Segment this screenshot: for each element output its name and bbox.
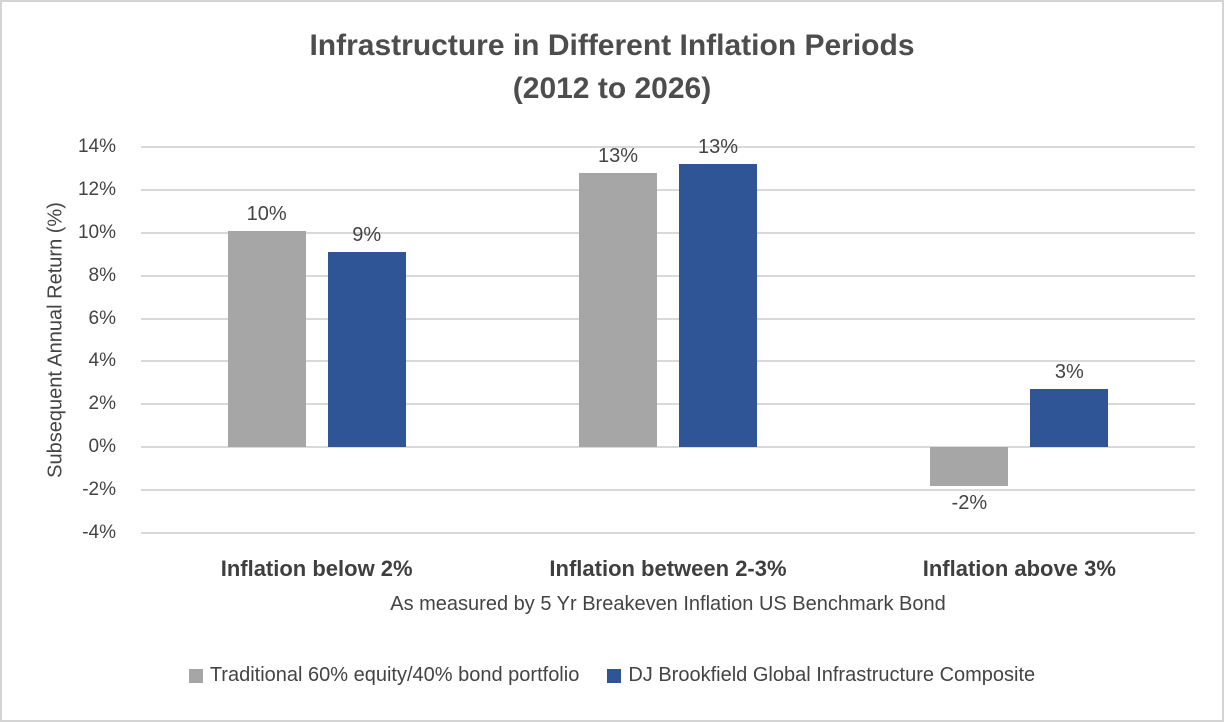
chart-title-line2: (2012 to 2026) bbox=[512, 72, 712, 105]
y-tick-label: 8% bbox=[88, 264, 116, 286]
legend-item-dj-brookfield: DJ Brookfield Global Infrastructure Comp… bbox=[607, 664, 1035, 687]
gridline bbox=[141, 188, 1195, 191]
legend-swatch-blue bbox=[607, 668, 622, 683]
bar-data-label: 13% bbox=[597, 144, 639, 167]
y-tick-label: 6% bbox=[88, 307, 116, 329]
y-tick-label: 0% bbox=[88, 436, 116, 458]
gridline bbox=[141, 446, 1195, 449]
y-tick-label: -4% bbox=[82, 522, 116, 543]
plot-area: 10% 13% -2% 9% 13% 3% bbox=[141, 136, 1195, 534]
bar-series0-category1 bbox=[579, 172, 657, 448]
y-tick-label: 2% bbox=[88, 393, 116, 415]
bar-data-label: -2% bbox=[951, 491, 988, 514]
gridline bbox=[141, 360, 1195, 363]
legend-swatch-gray bbox=[188, 668, 203, 683]
bar-series1-category1 bbox=[679, 164, 757, 448]
category-label-inflation-below-2: Inflation below 2% bbox=[220, 556, 413, 581]
gridline bbox=[141, 489, 1195, 492]
gridline bbox=[141, 317, 1195, 320]
bar-data-label: 13% bbox=[697, 136, 739, 159]
legend-label: DJ Brookfield Global Infrastructure Comp… bbox=[628, 664, 1036, 686]
legend: Traditional 60% equity/40% bond portfoli… bbox=[2, 664, 1222, 687]
x-axis-category-labels: Inflation below 2% Inflation between 2-3… bbox=[141, 556, 1195, 582]
bar-data-label: 3% bbox=[1054, 361, 1084, 384]
y-tick-label: -2% bbox=[82, 479, 116, 501]
y-tick-label: 14% bbox=[77, 136, 116, 157]
gridline bbox=[141, 403, 1195, 406]
y-tick-label: 12% bbox=[77, 178, 116, 200]
bar-series1-category0 bbox=[327, 252, 406, 448]
y-tick-label: 10% bbox=[77, 221, 116, 243]
gridline bbox=[141, 146, 1195, 148]
bar-data-label: 9% bbox=[352, 224, 382, 247]
chart-title-line1: Infrastructure in Different Inflation Pe… bbox=[309, 29, 915, 62]
bar-series0-category2 bbox=[930, 447, 1009, 486]
category-label-inflation-above-3: Inflation above 3% bbox=[922, 556, 1116, 581]
y-axis-tick-labels: 14% 12% 10% 8% 6% 4% 2% 0% -2% -4% bbox=[2, 136, 116, 543]
y-tick-label: 4% bbox=[88, 350, 116, 372]
gridline bbox=[141, 532, 1195, 534]
bar-series0-category0 bbox=[227, 230, 306, 448]
category-label-inflation-between-2-3: Inflation between 2-3% bbox=[549, 556, 787, 581]
gridline bbox=[141, 231, 1195, 234]
bar-series1-category2 bbox=[1030, 389, 1109, 448]
x-axis-subtitle: As measured by 5 Yr Breakeven Inflation … bbox=[390, 593, 946, 615]
chart-title: Infrastructure in Different Inflation Pe… bbox=[2, 24, 1222, 110]
legend-label: Traditional 60% equity/40% bond portfoli… bbox=[209, 664, 580, 686]
bar-data-label: 10% bbox=[246, 202, 287, 225]
gridline bbox=[141, 274, 1195, 277]
legend-item-traditional-portfolio: Traditional 60% equity/40% bond portfoli… bbox=[188, 664, 580, 687]
